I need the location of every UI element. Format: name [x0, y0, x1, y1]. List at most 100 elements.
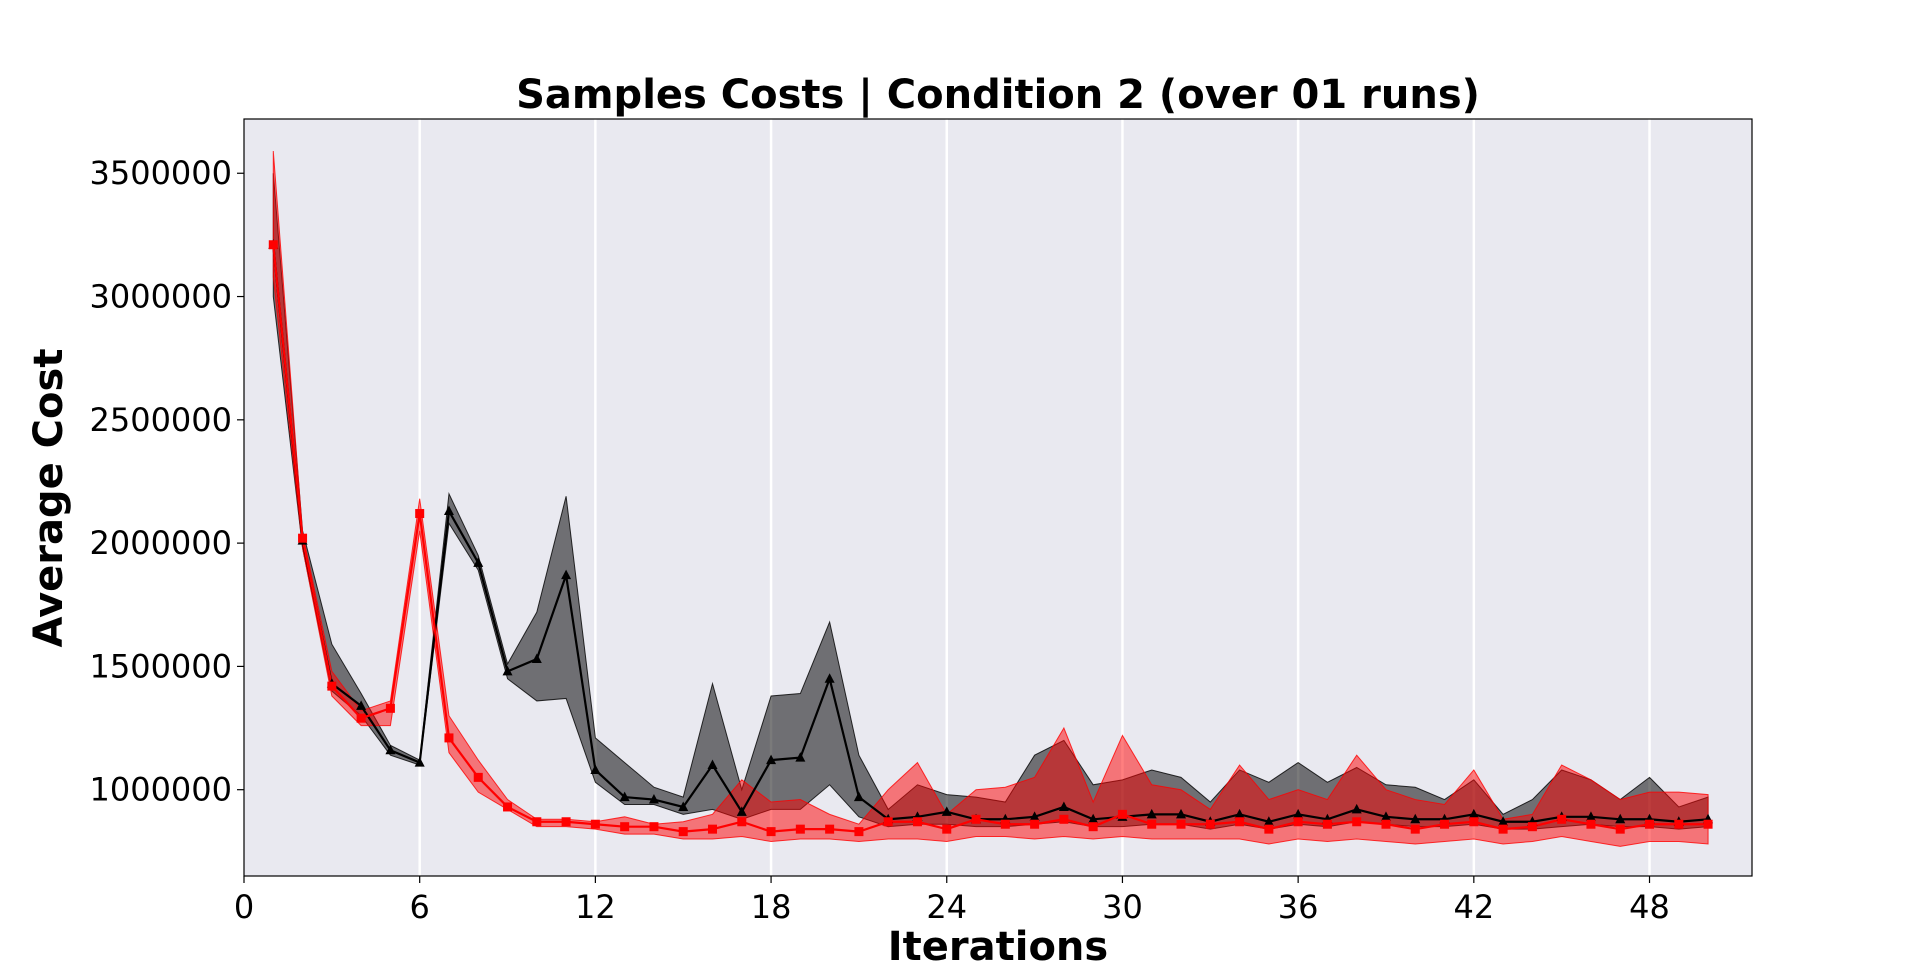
data-point: [1234, 808, 1245, 819]
data-point: [678, 801, 689, 811]
data-point: [1176, 808, 1187, 819]
x-tick-label: 30: [1102, 888, 1143, 926]
data-point: [1645, 819, 1655, 829]
data-point: [1615, 824, 1625, 834]
data-point: [1498, 816, 1509, 826]
data-point: [1030, 819, 1040, 829]
data-point: [1381, 819, 1391, 829]
data-point: [532, 817, 542, 827]
data-point: [707, 759, 718, 770]
data-point: [1615, 813, 1626, 824]
data-point: [414, 757, 425, 767]
data-point: [795, 752, 806, 762]
x-tick-label: 42: [1453, 888, 1494, 926]
data-point: [1205, 819, 1215, 829]
data-point: [503, 802, 513, 812]
x-tick-label: 48: [1629, 888, 1670, 926]
chart-title: Samples Costs | Condition 2 (over 01 run…: [516, 72, 1480, 119]
data-point: [795, 824, 805, 834]
x-tick-label: 6: [410, 888, 430, 926]
grid: [418, 119, 1651, 876]
data-point: [1468, 808, 1479, 819]
x-tick-label: 36: [1278, 888, 1319, 926]
data-point: [268, 240, 278, 250]
x-axis-label: Iterations: [888, 924, 1108, 970]
data-point: [1176, 819, 1186, 829]
plot-frame: [243, 118, 1753, 877]
data-point: [1147, 819, 1157, 829]
data-point: [941, 806, 952, 816]
y-axis-label: Average Cost: [26, 349, 72, 648]
data-point: [1322, 819, 1332, 829]
data-point: [1380, 811, 1391, 821]
x-tick-label: 18: [751, 888, 792, 926]
x-tick-label: 12: [575, 888, 616, 926]
data-point: [1146, 808, 1157, 819]
data-point: [1557, 814, 1567, 824]
data-point: [1058, 801, 1069, 811]
data-point: [473, 772, 483, 782]
series-markers: [268, 239, 1714, 837]
series-lines: [272, 244, 1709, 833]
data-point: [1351, 803, 1362, 814]
data-point: [971, 814, 981, 824]
confidence-band: [272, 151, 1709, 847]
data-point: [1088, 813, 1099, 824]
y-tick-label: 1500000: [89, 647, 232, 685]
data-point: [912, 817, 922, 827]
data-point: [854, 827, 864, 837]
data-point: [443, 505, 454, 516]
data-point: [385, 744, 396, 755]
data-point: [1059, 814, 1069, 824]
data-point: [1410, 813, 1421, 824]
data-point: [1029, 811, 1040, 821]
data-point: [1469, 817, 1479, 827]
data-point: [825, 824, 835, 834]
data-point: [619, 791, 630, 802]
x-tick-label: 0: [234, 888, 254, 926]
data-point: [1264, 824, 1274, 834]
data-point: [736, 806, 747, 816]
data-point: [385, 703, 395, 713]
data-point: [1088, 822, 1098, 832]
data-point: [824, 673, 835, 683]
x-tick-label: 24: [926, 888, 967, 926]
data-point: [620, 822, 630, 832]
data-point: [356, 700, 367, 710]
data-point: [766, 827, 776, 837]
data-point: [737, 817, 747, 827]
series-line: [272, 244, 1709, 833]
data-point: [1293, 808, 1304, 819]
y-tick-label: 2500000: [89, 401, 232, 439]
data-point: [648, 794, 659, 804]
data-point: [561, 817, 571, 827]
data-point: [1352, 817, 1362, 827]
data-point: [1674, 819, 1684, 829]
data-point: [473, 557, 484, 567]
data-point: [1527, 822, 1537, 832]
data-point: [1000, 819, 1010, 829]
data-point: [766, 754, 777, 765]
data-point: [1117, 809, 1127, 819]
data-point: [678, 827, 688, 837]
data-point: [1293, 817, 1303, 827]
y-tick-label: 3500000: [89, 154, 232, 192]
data-point: [1263, 816, 1274, 826]
y-axis-ticks: 1000000 1500000 2000000 2500000 3000000 35000…: [89, 154, 244, 809]
data-point: [356, 713, 366, 723]
data-point: [531, 653, 542, 664]
data-point: [1586, 819, 1596, 829]
data-point: [1703, 819, 1713, 829]
data-point: [561, 569, 572, 580]
y-tick-label: 2000000: [89, 524, 232, 562]
data-point: [1235, 817, 1245, 827]
series-line: [272, 244, 1709, 823]
data-point: [502, 665, 513, 676]
x-axis-ticks: 0 6 12 18 24 30 36 42 48: [234, 876, 1670, 926]
plot-area: [244, 119, 1752, 876]
data-point: [590, 764, 601, 774]
y-tick-label: 3000000: [89, 278, 232, 316]
data-point: [708, 824, 718, 834]
data-point: [1498, 824, 1508, 834]
